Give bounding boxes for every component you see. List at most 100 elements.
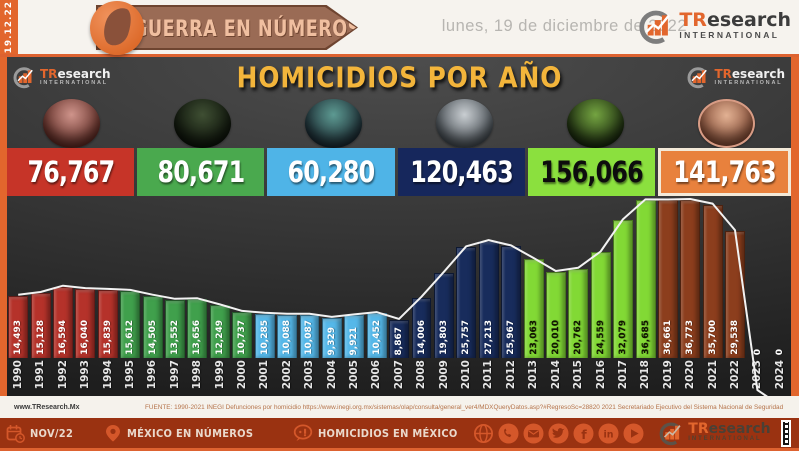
bar-value-label: 36,661 <box>662 320 673 355</box>
source-text: FUENTE: 1990-2021 INEGI Defunciones por … <box>145 403 785 411</box>
total-block-2001-2006: 60,280 <box>267 148 395 196</box>
year-cell: 1991 <box>29 360 51 394</box>
facebook-icon[interactable]: f <box>573 423 594 444</box>
website-link[interactable]: www.TResearch.Mx <box>14 403 80 411</box>
year-cell: 1992 <box>52 360 74 394</box>
brand-tr: TR <box>679 9 707 32</box>
year-cell: 2007 <box>388 360 410 394</box>
bar-value-label: 23,063 <box>528 320 539 355</box>
bar-value-label: 14,505 <box>147 320 158 355</box>
bar-slot-2017: 32,079 <box>612 200 634 358</box>
bar-slot-2013: 23,063 <box>522 200 544 358</box>
year-label-1991: 1991 <box>34 360 47 390</box>
bar-value-label: 36,685 <box>640 320 651 355</box>
youtube-icon[interactable] <box>623 423 644 444</box>
year-label-2004: 2004 <box>325 360 338 390</box>
bar-value-label: 15,839 <box>102 320 113 355</box>
year-cell: 2008 <box>410 360 432 394</box>
chart-title: HOMICIDIOS POR AÑO <box>236 62 563 95</box>
year-cell: 2015 <box>567 360 589 394</box>
president-portrait-2001-2006 <box>304 99 362 148</box>
bar-value-label: 29,538 <box>730 320 741 355</box>
year-cell: 2020 <box>679 360 701 394</box>
year-cell: 2004 <box>321 360 343 394</box>
bar-value-label: 14,006 <box>416 320 427 355</box>
email-icon[interactable] <box>523 423 544 444</box>
brand-subtitle: INTERNATIONAL <box>679 30 780 41</box>
twitter-icon[interactable] <box>548 423 569 444</box>
president-portraits-row <box>7 98 791 148</box>
president-portrait-1990-1994 <box>42 99 100 148</box>
bar-slot-1997: 13,552 <box>164 200 186 358</box>
year-label-1996: 1996 <box>146 360 159 390</box>
bar-slot-2019: 36,661 <box>657 200 679 358</box>
bar-slot-2004: 9,329 <box>321 200 343 358</box>
year-label-2023: 2023 <box>751 360 764 390</box>
whatsapp-icon[interactable] <box>498 423 519 444</box>
source-strip: www.TResearch.Mx FUENTE: 1990-2021 INEGI… <box>0 396 799 418</box>
bar-slot-2005: 9,921 <box>343 200 365 358</box>
year-label-2018: 2018 <box>639 360 652 390</box>
president-portrait-2007-2012 <box>436 99 494 148</box>
bar-slot-2024: 0 <box>769 200 791 358</box>
year-label-2024: 2024 <box>773 360 786 390</box>
globe-icon[interactable] <box>473 423 494 444</box>
year-cell: 2014 <box>545 360 567 394</box>
year-cell: 2010 <box>455 360 477 394</box>
year-label-1998: 1998 <box>191 360 204 390</box>
president-portrait-2013-2018 <box>567 99 625 148</box>
bar-value-label: 14,493 <box>13 320 24 355</box>
year-cell: 2009 <box>433 360 455 394</box>
bar-value-label: 9,921 <box>349 326 360 355</box>
bar-value-label: 16,594 <box>58 320 69 355</box>
year-label-2000: 2000 <box>236 360 249 390</box>
tresearch-logo-small-left: TResearch INTERNATIONAL <box>12 65 111 89</box>
portrait-slot <box>269 98 397 148</box>
bar-slot-2008: 14,006 <box>410 200 432 358</box>
year-cell: 2000 <box>231 360 253 394</box>
chart-region: TResearch INTERNATIONAL TResearch INTERN… <box>0 57 799 418</box>
year-cell: 1997 <box>164 360 186 394</box>
president-portrait-1995-2000 <box>173 99 231 148</box>
header-date: lunes, 19 de diciembre de 2022 <box>441 17 687 35</box>
linkedin-icon[interactable]: in <box>598 423 619 444</box>
bar-slot-1998: 13,656 <box>186 200 208 358</box>
year-label-2006: 2006 <box>370 360 383 390</box>
year-label-2015: 2015 <box>572 360 585 390</box>
year-cell: 1998 <box>186 360 208 394</box>
bar-slot-1992: 16,594 <box>52 200 74 358</box>
date-strip-label: 19.12.22 <box>4 0 14 54</box>
bar-slot-1990: 14,493 <box>7 200 29 358</box>
tresearch-logo-icon <box>639 10 673 44</box>
year-label-2007: 2007 <box>392 360 405 390</box>
year-label-1997: 1997 <box>168 360 181 390</box>
bar-value-label: 13,552 <box>170 320 181 355</box>
year-label-2014: 2014 <box>549 360 562 390</box>
bar-slot-2015: 20,762 <box>567 200 589 358</box>
bar-value-label: 10,452 <box>371 320 382 355</box>
bar-value-label: 0 <box>752 348 763 355</box>
bar-value-label: 25,757 <box>461 320 472 355</box>
tresearch-logo-icon <box>13 67 35 89</box>
year-cell: 2019 <box>657 360 679 394</box>
year-cell: 1999 <box>209 360 231 394</box>
tresearch-logo-icon <box>659 422 683 446</box>
bar-value-label: 35,700 <box>707 320 718 355</box>
bar-slot-2003: 10,087 <box>298 200 320 358</box>
year-cell: 2022 <box>724 360 746 394</box>
bar-slot-1993: 16,040 <box>74 200 96 358</box>
tresearch-logo: TResearch INTERNATIONAL <box>637 7 791 45</box>
bar-value-label: 15,128 <box>35 320 46 355</box>
year-label-2022: 2022 <box>728 360 741 390</box>
portrait-slot <box>663 98 791 148</box>
year-label-1999: 1999 <box>213 360 226 390</box>
year-label-1990: 1990 <box>11 360 24 390</box>
calendar-clock-icon <box>6 424 25 443</box>
bar-slot-2023: 0 <box>746 200 768 358</box>
bar-slot-2007: 8,867 <box>388 200 410 358</box>
year-label-2020: 2020 <box>684 360 697 390</box>
year-label-2003: 2003 <box>303 360 316 390</box>
year-cell: 2016 <box>590 360 612 394</box>
bar-slot-2006: 10,452 <box>366 200 388 358</box>
